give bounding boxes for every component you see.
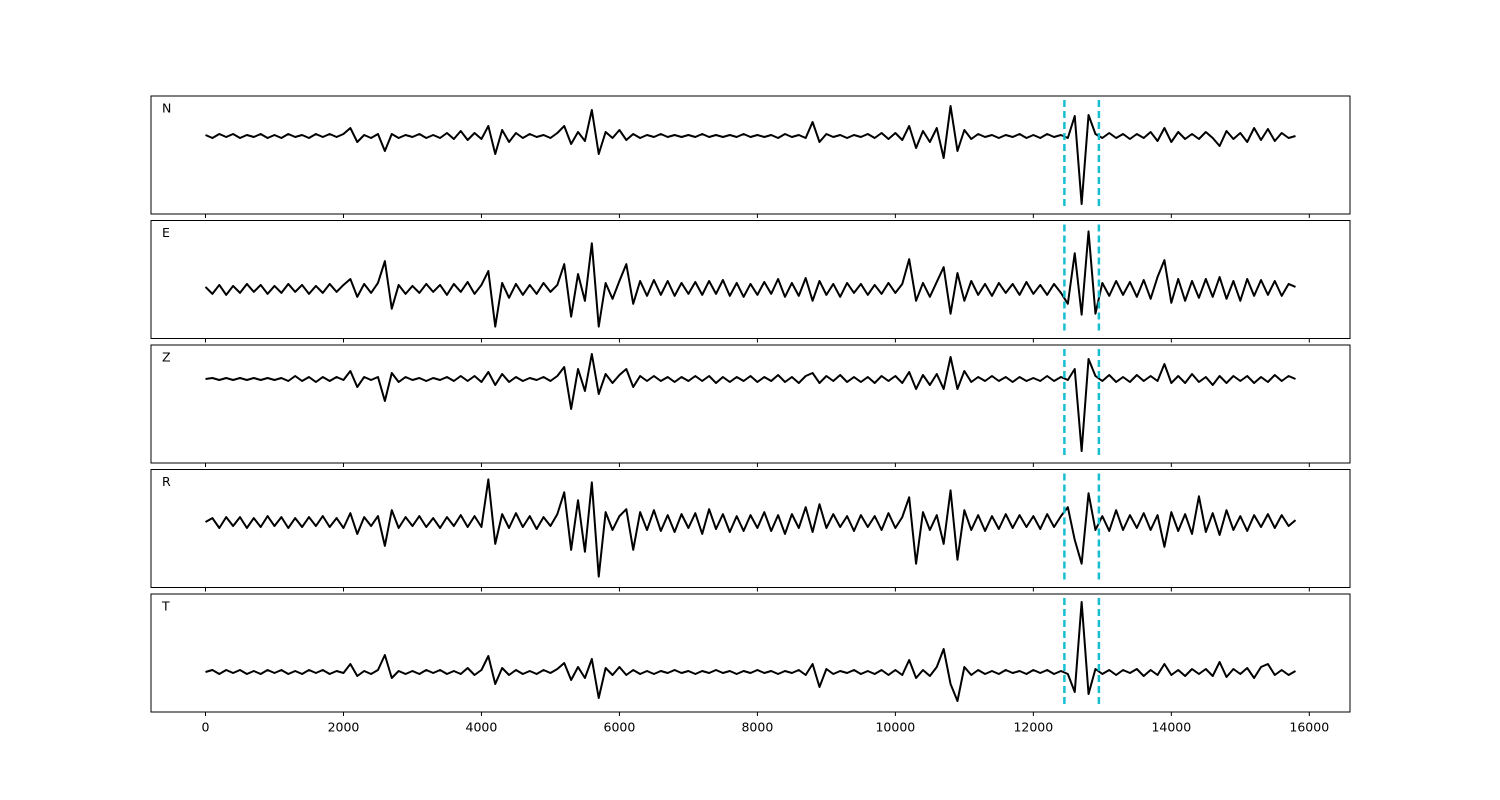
x-tick-label: 12000 (1013, 720, 1053, 735)
x-tick-label: 8000 (741, 720, 773, 735)
trace (204, 230, 1296, 328)
trace (205, 478, 1297, 578)
trace (205, 353, 1296, 452)
panel-frame (150, 593, 1351, 713)
x-tick-label: 16000 (1289, 720, 1329, 735)
trace (205, 105, 1296, 205)
x-tick-label: 2000 (328, 720, 360, 735)
trace (205, 601, 1297, 702)
panel-frame (150, 220, 1351, 339)
x-tick-label: 14000 (1151, 720, 1191, 735)
panel-frame (150, 95, 1351, 215)
panel-label: R (162, 474, 171, 489)
x-tick-label: 6000 (604, 720, 636, 735)
panel-frame (150, 469, 1351, 588)
x-tick-label: 10000 (875, 720, 915, 735)
panel-label: N (162, 101, 171, 116)
panel-label: T (161, 599, 170, 614)
panel-label: Z (162, 350, 171, 365)
panel-frame (150, 344, 1351, 464)
panel-label: E (162, 225, 170, 240)
x-tick-label: 4000 (466, 720, 498, 735)
x-tick-label: 0 (202, 720, 210, 735)
